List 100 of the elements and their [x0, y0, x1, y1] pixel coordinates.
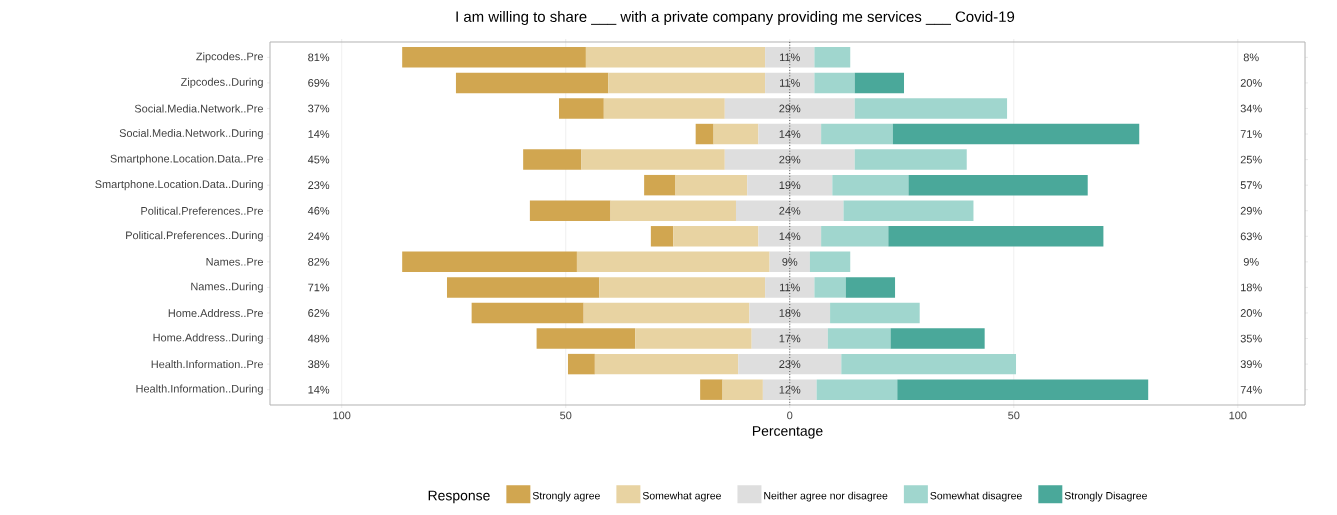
bar	[845, 277, 896, 298]
annotation: 69%	[308, 79, 330, 87]
bar	[897, 379, 1149, 400]
bar	[765, 277, 815, 298]
bar	[814, 47, 851, 68]
bar	[446, 277, 600, 298]
bar	[594, 353, 739, 375]
annotation: 57%	[1240, 181, 1262, 190]
bar	[583, 302, 750, 324]
annotation: 24%	[308, 232, 330, 241]
annotation: 62%	[308, 309, 330, 317]
annotation: 9%	[1243, 257, 1259, 266]
bar	[809, 251, 851, 273]
y-tick-label: Zipcodes..Pre	[196, 52, 263, 63]
bar	[841, 353, 1017, 375]
bar	[608, 72, 766, 94]
x-tick-label: 100	[1229, 411, 1247, 420]
bar	[402, 47, 586, 68]
bar	[814, 277, 846, 298]
bar	[854, 72, 905, 94]
bar	[695, 123, 714, 145]
bar	[529, 200, 611, 221]
annotation: 18%	[1241, 283, 1262, 292]
y-tick-label: Social.Media.Network..During	[119, 128, 263, 140]
bar	[832, 174, 909, 196]
data-label: 12%	[779, 385, 801, 394]
annotation: 45%	[307, 155, 330, 164]
bar	[402, 251, 577, 273]
bar	[749, 302, 831, 324]
y-tick-label: Home.Address..Pre	[168, 308, 263, 317]
annotation: 35%	[1240, 334, 1262, 343]
bar	[758, 226, 822, 247]
data-label: 17%	[779, 334, 801, 343]
x-tick-label: 0	[787, 411, 793, 420]
legend-label: Somewhat disagree	[930, 491, 1022, 502]
y-tick-label: Social.Media.Network..Pre	[134, 104, 263, 113]
data-label: 11%	[780, 283, 800, 292]
annotation: 48%	[307, 334, 330, 343]
bar	[603, 98, 725, 119]
annotation: 74%	[1240, 385, 1262, 394]
x-axis-title: Percentage	[752, 426, 823, 439]
y-tick-label: Health.Information..During	[136, 384, 263, 395]
bar	[758, 123, 822, 145]
bar	[455, 72, 609, 94]
data-label: 9%	[782, 257, 798, 266]
y-tick-label: Smartphone.Location.Data..During	[95, 180, 263, 191]
x-tick-label: 50	[1008, 411, 1020, 420]
annotation: 20%	[1240, 79, 1262, 87]
x-tick-label: 50	[560, 411, 572, 420]
annotation: 82%	[308, 257, 330, 266]
bar	[765, 72, 815, 94]
data-label: 19%	[779, 181, 801, 190]
bar	[762, 379, 817, 400]
data-label: 24%	[779, 206, 801, 215]
annotation: 23%	[308, 181, 330, 190]
legend-label: Strongly Disagree	[1064, 491, 1147, 502]
y-tick-label: Zipcodes..During	[180, 77, 263, 88]
bar	[738, 353, 842, 375]
data-label: 11%	[780, 79, 800, 87]
bar	[821, 123, 893, 145]
bar	[765, 47, 815, 68]
bar	[908, 174, 1088, 196]
chart-title: I am willing to share ___ with a private company providing me services ___ Covid-19	[456, 11, 1015, 25]
bar	[843, 200, 974, 221]
annotation: 20%	[1240, 309, 1262, 317]
bar	[559, 98, 604, 119]
bar	[635, 328, 752, 349]
legend-title: Response	[428, 490, 490, 504]
bar	[751, 328, 828, 349]
bar	[585, 47, 766, 68]
y-tick-label: Smartphone.Location.Data..Pre	[110, 154, 263, 165]
annotation: 25%	[1240, 155, 1262, 164]
bar	[816, 379, 898, 400]
bar	[471, 302, 584, 324]
bar	[675, 174, 748, 196]
bar	[536, 328, 636, 349]
y-tick-label: Home.Address..During	[153, 333, 263, 344]
bar	[827, 328, 891, 349]
y-tick-label: Political.Preferences..Pre	[141, 206, 263, 215]
bar	[523, 149, 582, 170]
bar	[892, 123, 1140, 145]
data-label: 14%	[779, 130, 801, 138]
y-tick-label: Health.Information..Pre	[151, 360, 263, 369]
data-label: 11%	[780, 53, 800, 62]
bar	[722, 379, 763, 400]
annotation: 39%	[1240, 360, 1262, 368]
bar	[769, 251, 810, 273]
annotation: 34%	[1240, 104, 1262, 113]
annotation: 37%	[308, 104, 330, 113]
bar	[735, 200, 844, 221]
data-label: 14%	[779, 232, 801, 241]
bar	[821, 226, 889, 247]
annotation: 38%	[308, 360, 330, 368]
bar	[724, 98, 855, 119]
data-label: 18%	[779, 309, 801, 317]
y-tick-label: Political.Preferences..During	[126, 231, 263, 242]
annotation: 14%	[308, 130, 330, 138]
bar	[724, 149, 855, 170]
bar	[747, 174, 833, 196]
y-tick-label: Names..During	[191, 282, 263, 293]
